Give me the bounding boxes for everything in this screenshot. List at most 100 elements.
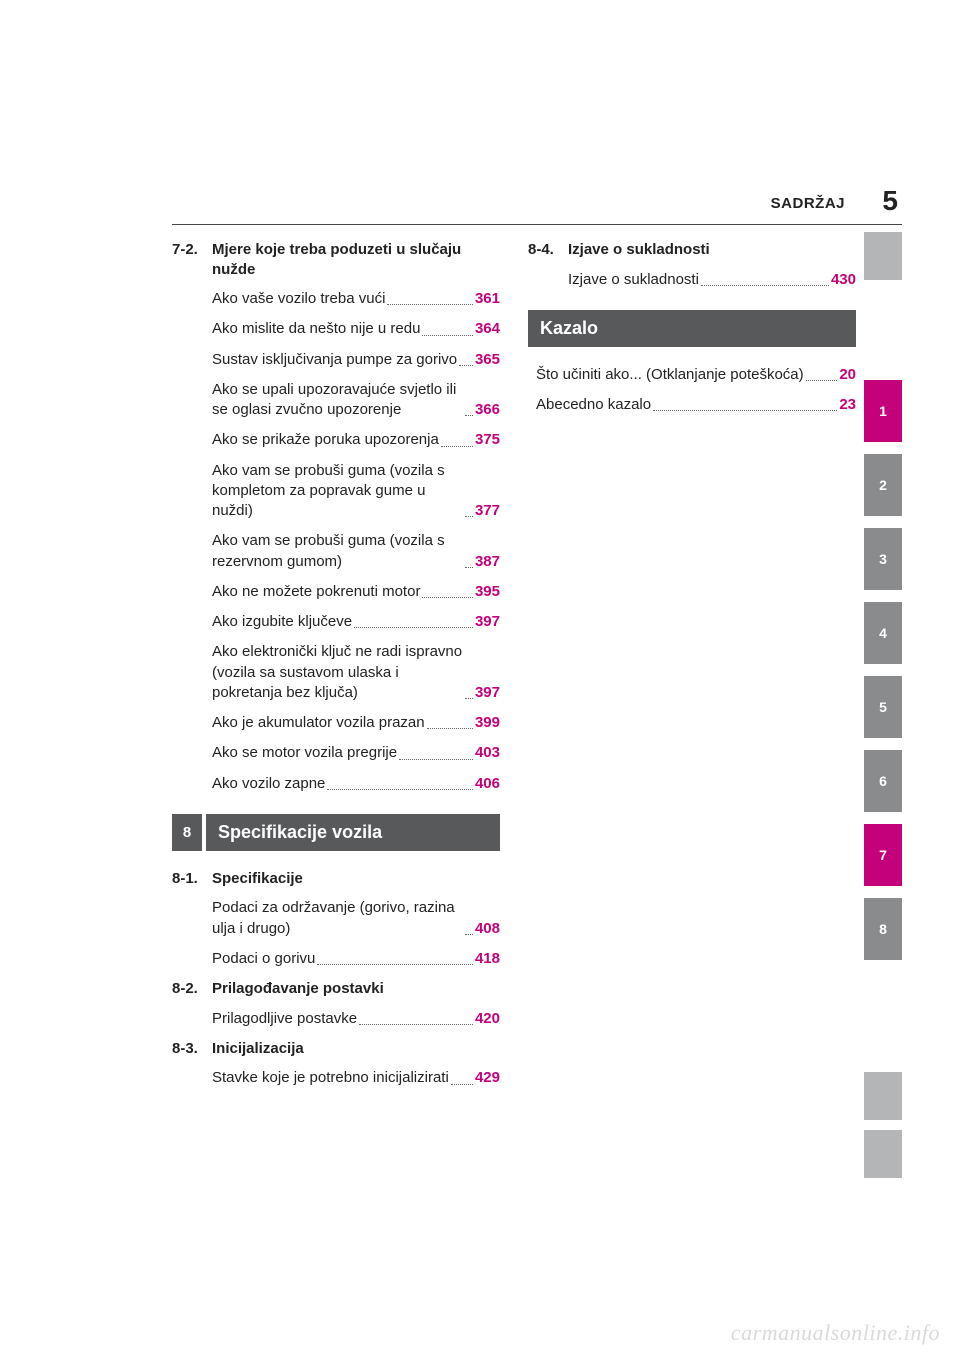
toc-page-number: 399: [475, 713, 500, 733]
toc-label: Ako vam se probuši guma (vozila s rezerv…: [212, 531, 463, 572]
toc-entry[interactable]: Sustav isključivanja pumpe za gorivo 365: [212, 350, 500, 370]
toc-label: Ako vaše vozilo treba vući: [212, 289, 385, 309]
toc-entry[interactable]: Abecedno kazalo 23: [536, 395, 856, 415]
toc-entry[interactable]: Podaci o gorivu 418: [212, 949, 500, 969]
page-number: 5: [882, 185, 898, 217]
toc-leader-dots: [387, 304, 473, 305]
toc-entry[interactable]: Ako vam se probuši guma (vozila s rezerv…: [212, 531, 500, 572]
toc-leader-dots: [653, 410, 837, 411]
toc-entry[interactable]: Stavke koje je potrebno inicijalizirati4…: [212, 1068, 500, 1088]
toc-page-number: 23: [839, 395, 856, 415]
chapter-title: Kazalo: [528, 310, 856, 347]
toc-leader-dots: [451, 1084, 473, 1085]
toc-label: Podaci o gorivu: [212, 949, 315, 969]
toc-entry[interactable]: Ako vaše vozilo treba vući 361: [212, 289, 500, 309]
watermark: carmanualsonline.info: [731, 1320, 940, 1346]
toc-label: Izjave o sukladnosti: [568, 270, 699, 290]
section-title: Mjere koje treba poduzeti u slučaju nužd…: [212, 240, 500, 279]
toc-leader-dots: [354, 627, 473, 628]
toc-entry[interactable]: Ako vam se probuši guma (vozila s komple…: [212, 461, 500, 522]
toc-page-number: 20: [839, 365, 856, 385]
toc-entry[interactable]: Podaci za održavanje (gorivo, razina ulj…: [212, 898, 500, 939]
toc-entry[interactable]: Ako vozilo zapne 406: [212, 774, 500, 794]
section-heading: 7-2. Mjere koje treba poduzeti u slučaju…: [172, 240, 500, 279]
toc-leader-dots: [422, 335, 473, 336]
toc-page-number: 408: [475, 919, 500, 939]
toc-page-number: 377: [475, 501, 500, 521]
toc-label: Ako se prikaže poruka upozorenja: [212, 430, 439, 450]
toc-page-number: 366: [475, 400, 500, 420]
toc-page-number: 403: [475, 743, 500, 763]
toc-entry[interactable]: Izjave o sukladnosti 430: [568, 270, 856, 290]
chapter-bar-index: Kazalo: [528, 310, 856, 347]
toc-label: Ako vam se probuši guma (vozila s komple…: [212, 461, 463, 522]
toc-entry[interactable]: Ako se prikaže poruka upozorenja 375: [212, 430, 500, 450]
toc-label: Sustav isključivanja pumpe za gorivo: [212, 350, 457, 370]
toc-leader-dots: [465, 698, 473, 699]
toc-entry[interactable]: Ako je akumulator vozila prazan 399: [212, 713, 500, 733]
toc-page-number: 429: [475, 1068, 500, 1088]
toc-entry[interactable]: Ako se upali upozoravajuće svjetlo ili s…: [212, 380, 500, 421]
toc-leader-dots: [465, 934, 473, 935]
toc-page-number: 395: [475, 582, 500, 602]
toc-leader-dots: [359, 1024, 473, 1025]
section-number: 8-1.: [172, 869, 212, 889]
section-title: Izjave o sukladnosti: [568, 240, 710, 260]
toc-entry[interactable]: Ako ne možete pokrenuti motor 395: [212, 582, 500, 602]
toc-label: Prilagodljive postavke: [212, 1009, 357, 1029]
toc-entry[interactable]: Ako se motor vozila pregrije 403: [212, 743, 500, 763]
toc-label: Ako izgubite ključeve: [212, 612, 352, 632]
section-heading: 8-4. Izjave o sukladnosti: [528, 240, 856, 260]
toc-leader-dots: [701, 285, 829, 286]
toc-entry[interactable]: Ako mislite da nešto nije u redu364: [212, 319, 500, 339]
right-column: 8-4. Izjave o sukladnosti Izjave o sukla…: [528, 240, 902, 1099]
toc-leader-dots: [427, 728, 473, 729]
toc-leader-dots: [465, 516, 473, 517]
section-number: 8-3.: [172, 1039, 212, 1059]
header-rule: [172, 224, 902, 225]
toc-leader-dots: [465, 567, 473, 568]
toc-leader-dots: [806, 380, 838, 381]
section-heading: 8-1. Specifikacije: [172, 869, 500, 889]
left-column: 7-2. Mjere koje treba poduzeti u slučaju…: [172, 240, 500, 1099]
section-title: Specifikacije: [212, 869, 303, 889]
chapter-title: Specifikacije vozila: [206, 814, 500, 851]
toc-label: Ako vozilo zapne: [212, 774, 325, 794]
toc-leader-dots: [399, 759, 473, 760]
section-heading: 8-2. Prilagođavanje postavki: [172, 979, 500, 999]
toc-label: Abecedno kazalo: [536, 395, 651, 415]
toc-entry[interactable]: Što učiniti ako... (Otklanjanje poteškoć…: [536, 365, 856, 385]
toc-page-number: 387: [475, 552, 500, 572]
toc-entry[interactable]: Prilagodljive postavke 420: [212, 1009, 500, 1029]
toc-page-number: 364: [475, 319, 500, 339]
section-title: Inicijalizacija: [212, 1039, 304, 1059]
toc-page-number: 418: [475, 949, 500, 969]
toc-leader-dots: [317, 964, 473, 965]
toc-page-number: 361: [475, 289, 500, 309]
toc-label: Ako ne možete pokrenuti motor: [212, 582, 420, 602]
toc-page-number: 430: [831, 270, 856, 290]
toc-label: Podaci za održavanje (gorivo, razina ulj…: [212, 898, 463, 939]
toc-page-number: 420: [475, 1009, 500, 1029]
toc-leader-dots: [422, 597, 473, 598]
toc-leader-dots: [327, 789, 473, 790]
toc-entry[interactable]: Ako izgubite ključeve397: [212, 612, 500, 632]
toc-entry[interactable]: Ako elektronički ključ ne radi ispravno …: [212, 642, 500, 703]
toc-page-number: 375: [475, 430, 500, 450]
section-number: 8-2.: [172, 979, 212, 999]
toc-page-number: 365: [475, 350, 500, 370]
tab-blank: [864, 1130, 902, 1178]
toc-leader-dots: [465, 415, 473, 416]
header-label: SADRŽAJ: [771, 195, 845, 212]
toc-label: Ako se motor vozila pregrije: [212, 743, 397, 763]
toc-label: Ako se upali upozoravajuće svjetlo ili s…: [212, 380, 463, 421]
section-title: Prilagođavanje postavki: [212, 979, 384, 999]
section-heading: 8-3. Inicijalizacija: [172, 1039, 500, 1059]
toc-label: Ako elektronički ključ ne radi ispravno …: [212, 642, 463, 703]
toc-label: Što učiniti ako... (Otklanjanje poteškoć…: [536, 365, 804, 385]
page: SADRŽAJ 5 12345678 7-2. Mjere koje treba…: [0, 0, 960, 1358]
toc-page-number: 406: [475, 774, 500, 794]
chapter-bar: 8 Specifikacije vozila: [172, 814, 500, 851]
chapter-number: 8: [172, 814, 202, 851]
toc-label: Ako je akumulator vozila prazan: [212, 713, 425, 733]
